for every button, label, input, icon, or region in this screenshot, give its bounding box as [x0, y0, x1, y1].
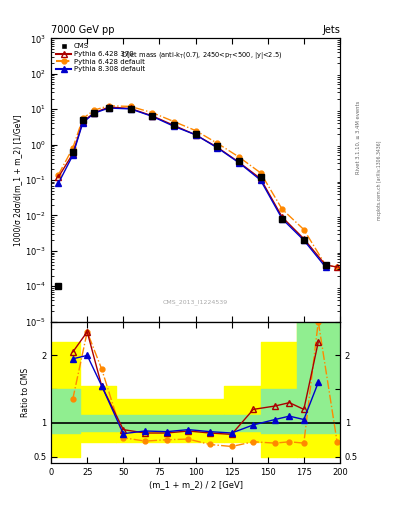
CMS [56, 283, 61, 289]
CMS [171, 122, 176, 129]
CMS [215, 143, 220, 150]
CMS [301, 237, 306, 243]
CMS [81, 117, 85, 123]
Legend: CMS, Pythia 6.428 370, Pythia 6.428 default, Pythia 8.308 default: CMS, Pythia 6.428 370, Pythia 6.428 defa… [55, 42, 147, 74]
CMS [280, 216, 285, 222]
Text: Dijet mass (anti-k$_{\rm T}$(0.7), 2450<p$_{\rm T}$<500, |y|<2.5): Dijet mass (anti-k$_{\rm T}$(0.7), 2450<… [121, 50, 282, 61]
Text: 7000 GeV pp: 7000 GeV pp [51, 25, 115, 35]
CMS [323, 262, 328, 268]
CMS [92, 110, 97, 116]
CMS [107, 105, 111, 112]
CMS [150, 113, 154, 119]
Text: mcplots.cern.ch [arXiv:1306.3436]: mcplots.cern.ch [arXiv:1306.3436] [378, 140, 382, 220]
Text: Rivet 3.1.10, ≥ 3.4M events: Rivet 3.1.10, ≥ 3.4M events [356, 101, 361, 174]
CMS [258, 174, 263, 180]
Text: Jets: Jets [322, 25, 340, 35]
CMS [193, 131, 198, 137]
CMS [128, 106, 133, 112]
Text: CMS_2013_I1224539: CMS_2013_I1224539 [163, 299, 228, 305]
CMS [70, 150, 75, 156]
Y-axis label: Ratio to CMS: Ratio to CMS [21, 368, 30, 417]
Y-axis label: 1000/σ 2dσ/d(m_1 + m_2) [1/GeV]: 1000/σ 2dσ/d(m_1 + m_2) [1/GeV] [13, 114, 22, 246]
Line: CMS: CMS [55, 105, 328, 289]
X-axis label: (m_1 + m_2) / 2 [GeV]: (m_1 + m_2) / 2 [GeV] [149, 480, 242, 489]
CMS [237, 158, 241, 164]
